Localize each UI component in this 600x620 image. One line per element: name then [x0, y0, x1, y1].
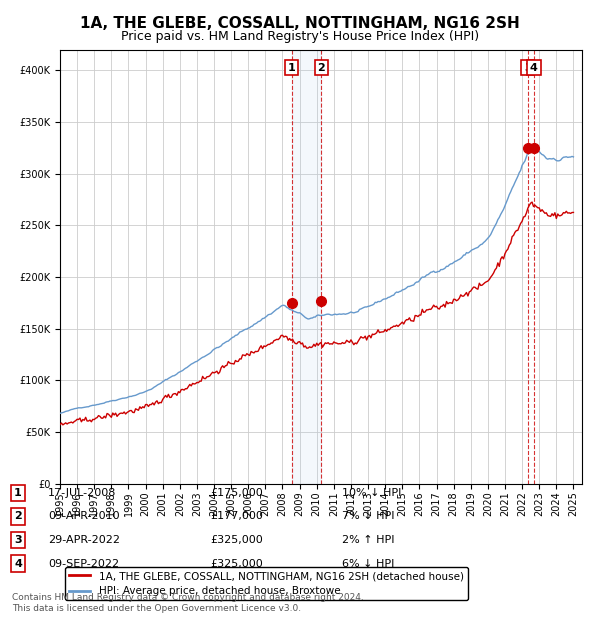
- Text: 1A, THE GLEBE, COSSALL, NOTTINGHAM, NG16 2SH: 1A, THE GLEBE, COSSALL, NOTTINGHAM, NG16…: [80, 16, 520, 30]
- Text: 2: 2: [317, 63, 325, 73]
- Text: 1: 1: [14, 488, 22, 498]
- Text: 29-APR-2022: 29-APR-2022: [48, 535, 120, 545]
- Text: £177,000: £177,000: [210, 512, 263, 521]
- Text: 2% ↑ HPI: 2% ↑ HPI: [342, 535, 395, 545]
- Text: 09-SEP-2022: 09-SEP-2022: [48, 559, 119, 569]
- Text: 2: 2: [14, 512, 22, 521]
- Text: 09-APR-2010: 09-APR-2010: [48, 512, 119, 521]
- Text: Price paid vs. HM Land Registry's House Price Index (HPI): Price paid vs. HM Land Registry's House …: [121, 30, 479, 43]
- Text: 4: 4: [530, 63, 538, 73]
- Text: 17-JUL-2008: 17-JUL-2008: [48, 488, 116, 498]
- Text: 3: 3: [524, 63, 532, 73]
- Text: Contains HM Land Registry data © Crown copyright and database right 2024.
This d: Contains HM Land Registry data © Crown c…: [12, 593, 364, 613]
- Text: 6% ↓ HPI: 6% ↓ HPI: [342, 559, 394, 569]
- Text: 7% ↓ HPI: 7% ↓ HPI: [342, 512, 395, 521]
- Text: £325,000: £325,000: [210, 559, 263, 569]
- Text: 3: 3: [14, 535, 22, 545]
- Bar: [292, 50, 322, 484]
- Text: 1: 1: [288, 63, 296, 73]
- Text: 4: 4: [14, 559, 22, 569]
- Legend: 1A, THE GLEBE, COSSALL, NOTTINGHAM, NG16 2SH (detached house), HPI: Average pric: 1A, THE GLEBE, COSSALL, NOTTINGHAM, NG16…: [65, 567, 468, 600]
- Text: 10% ↓ HPI: 10% ↓ HPI: [342, 488, 401, 498]
- Text: £325,000: £325,000: [210, 535, 263, 545]
- Text: £175,000: £175,000: [210, 488, 263, 498]
